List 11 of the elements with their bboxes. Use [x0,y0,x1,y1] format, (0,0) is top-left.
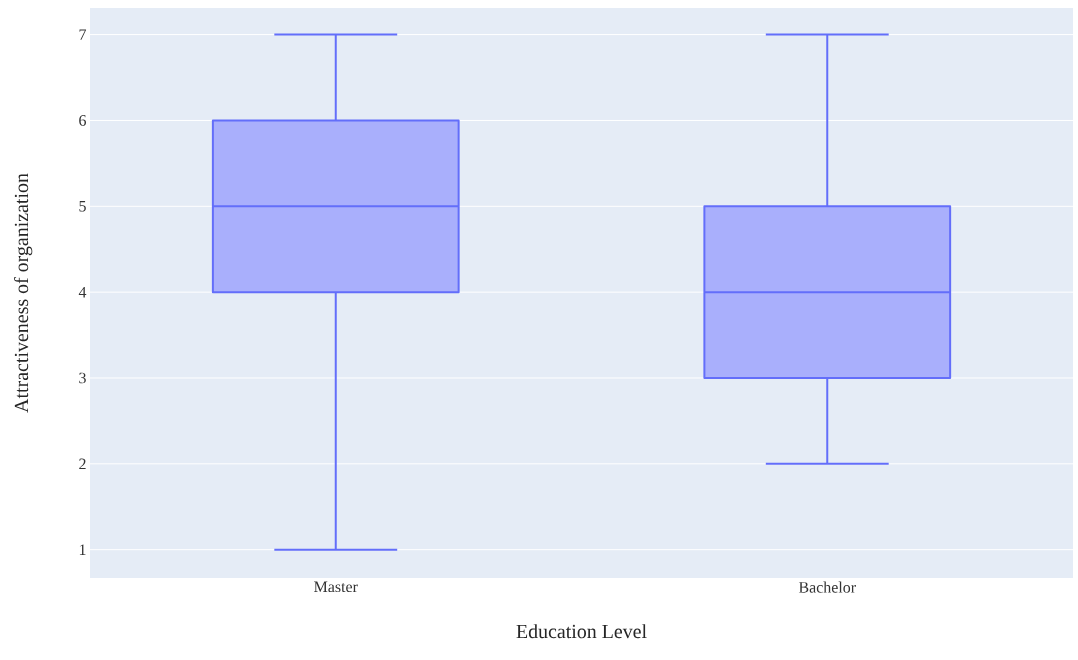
y-axis-title: Attractiveness of organization [13,173,33,413]
x-tick-label: Bachelor [798,581,856,593]
x-tick-label: Master [314,581,358,593]
y-tick-label: 1 [79,544,86,555]
y-tick-label: 4 [78,286,87,298]
y-tick-label: 2 [79,458,86,470]
y-tick-label: 6 [79,115,87,126]
y-tick-label: 7 [79,29,87,40]
y-tick-label: 5 [79,201,86,212]
x-axis-title: Education Level [516,624,647,639]
y-tick-label: 3 [79,372,86,384]
